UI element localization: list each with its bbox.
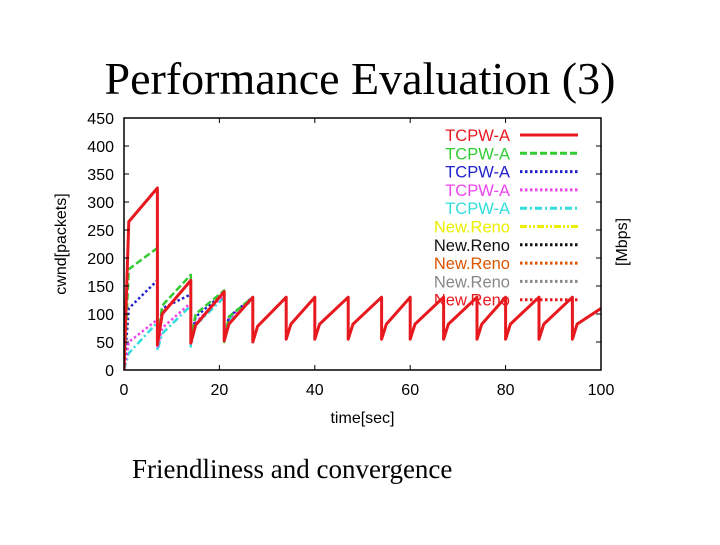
series-line xyxy=(124,295,254,370)
y-tick-label: 400 xyxy=(87,139,114,156)
x-tick-label: 0 xyxy=(120,382,129,399)
series-line xyxy=(124,279,254,370)
y-axis-label: cwnd[packets] xyxy=(53,193,70,294)
legend-label: New.Reno xyxy=(434,273,510,291)
y-tick-label: 450 xyxy=(87,111,114,128)
slide-title: Performance Evaluation (3) xyxy=(104,53,616,104)
y-tick-label: 350 xyxy=(87,167,114,184)
y-tick-label: 100 xyxy=(87,307,114,324)
y2-axis-label: [Mbps] xyxy=(614,218,631,266)
x-tick-label: 100 xyxy=(588,382,615,399)
legend-label: TCPW-A xyxy=(445,200,510,218)
x-tick-label: 20 xyxy=(211,382,229,399)
series-line xyxy=(124,293,254,370)
y-tick-label: 0 xyxy=(105,363,114,380)
y-tick-label: 250 xyxy=(87,223,114,240)
x-axis-label: time[sec] xyxy=(330,410,394,427)
legend-label: New.Reno xyxy=(434,255,510,273)
series-line xyxy=(124,186,601,370)
ticks: 0 50 100 150 200 250 300 350 400 450 0 20 40 60 80 100 xyxy=(87,111,614,399)
legend-label: New.Reno xyxy=(434,292,510,310)
caption: Friendliness and convergence xyxy=(132,454,453,484)
x-tick-label: 60 xyxy=(401,382,419,399)
x-tick-label: 80 xyxy=(497,382,515,399)
legend-label: TCPW-A xyxy=(445,164,510,182)
x-tick-label: 40 xyxy=(306,382,324,399)
legend-label: New.Reno xyxy=(434,219,510,237)
y-tick-label: 300 xyxy=(87,195,114,212)
legend-label: TCPW-A xyxy=(445,182,510,200)
plot-frame xyxy=(123,117,602,371)
legend-label: New.Reno xyxy=(434,237,510,255)
legend-label: TCPW-A xyxy=(445,145,510,163)
y-tick-label: 200 xyxy=(87,251,114,268)
y-tick-label: 50 xyxy=(96,335,114,352)
legend: TCPW-ATCPW-ATCPW-ATCPW-ATCPW-ANew.RenoNe… xyxy=(434,127,578,310)
y-tick-label: 150 xyxy=(87,279,114,296)
plot-lines xyxy=(124,186,601,370)
legend-label: TCPW-A xyxy=(445,127,510,145)
